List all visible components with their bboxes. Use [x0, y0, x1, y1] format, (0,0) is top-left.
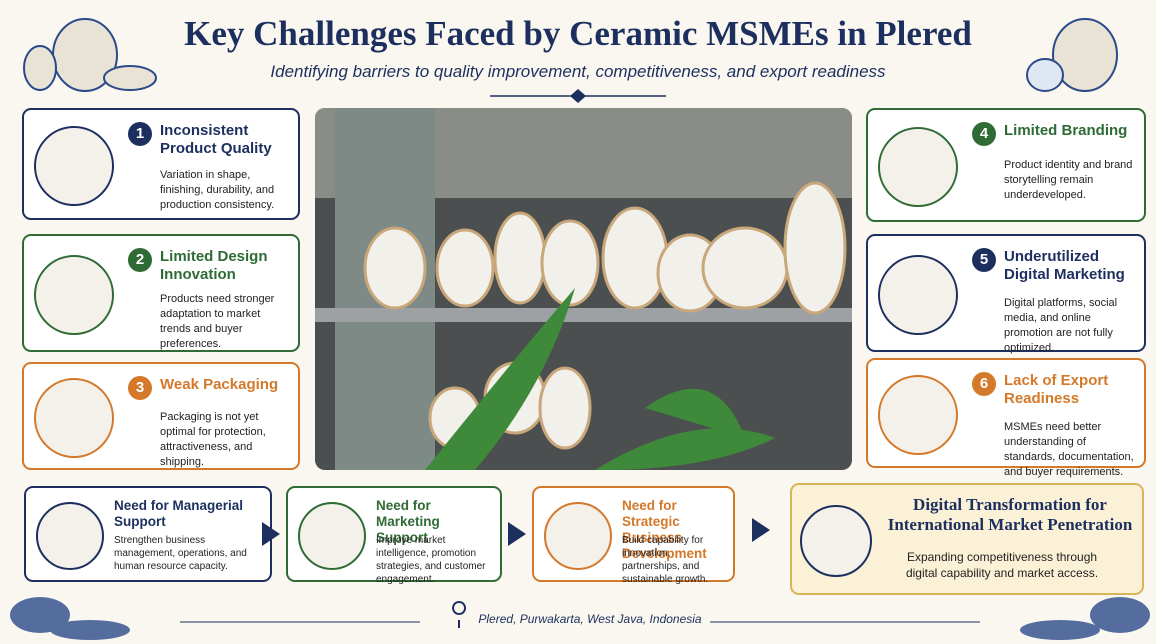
challenge-card: 2 Limited Design Innovation Products need … [22, 234, 300, 352]
support-title: Need for Managerial Support [114, 498, 264, 530]
challenge-text: Variation in shape, finishing, durabilit… [160, 168, 288, 213]
goal-card: Digital Transformation for International… [790, 483, 1144, 595]
challenge-number: 6 [972, 372, 996, 396]
challenge-card: 3 Weak Packaging Packaging is not yet opti… [22, 362, 300, 470]
challenge-title: Limited Branding [1004, 122, 1136, 140]
challenge-icon [878, 375, 958, 455]
challenge-text: Packaging is not yet optimal for protect… [160, 410, 288, 470]
challenge-title: Limited Design Innovation [160, 248, 290, 284]
challenge-icon [34, 378, 114, 458]
photo [315, 108, 852, 470]
challenge-number: 4 [972, 122, 996, 146]
challenge-text: Products need stronger adaptation to mar… [160, 292, 288, 352]
footer-location: Plered, Purwakarta, West Java, Indonesia [30, 612, 1130, 626]
challenge-text: Product identity and brand storytelling … [1004, 158, 1134, 203]
challenge-card: 1 Inconsistent Product Quality Variation i… [22, 108, 300, 220]
flow-arrow [508, 522, 526, 546]
challenge-icon [878, 127, 958, 207]
challenge-card: 4 Limited Branding Product identity and br… [866, 108, 1146, 222]
challenge-icon [34, 126, 114, 206]
flow-arrow [752, 518, 770, 542]
challenge-title: Lack of Export Readiness [1004, 372, 1136, 408]
goal-title: Digital Transformation for International… [880, 495, 1140, 535]
challenge-title: Underutilized Digital Marketing [1004, 248, 1136, 284]
support-icon [544, 502, 612, 570]
support-text: Build capability for innovation, partner… [622, 534, 725, 586]
challenge-icon [878, 255, 958, 335]
support-text: Strengthen business management, operatio… [114, 534, 262, 573]
page: Key Challenges Faced by Ceramic MSMEs in… [0, 0, 1156, 644]
challenge-icon [34, 255, 114, 335]
goal-icon [800, 505, 872, 577]
challenge-text: Digital platforms, social media, and onl… [1004, 296, 1134, 356]
challenge-number: 5 [972, 248, 996, 272]
challenge-number: 2 [128, 248, 152, 272]
support-icon [298, 502, 366, 570]
challenge-text: MSMEs need better understanding of stand… [1004, 420, 1134, 480]
challenge-number: 1 [128, 122, 152, 146]
challenge-number: 3 [128, 376, 152, 400]
challenge-title: Weak Packaging [160, 376, 290, 394]
support-card: Need for Managerial Support Strengthen bu… [24, 486, 272, 582]
challenge-title: Inconsistent Product Quality [160, 122, 290, 158]
flow-arrow [262, 522, 280, 546]
goal-text: Expanding competitiveness through digita… [892, 549, 1112, 581]
support-text: Improve market intelligence, promotion s… [376, 534, 492, 586]
support-icon [36, 502, 104, 570]
